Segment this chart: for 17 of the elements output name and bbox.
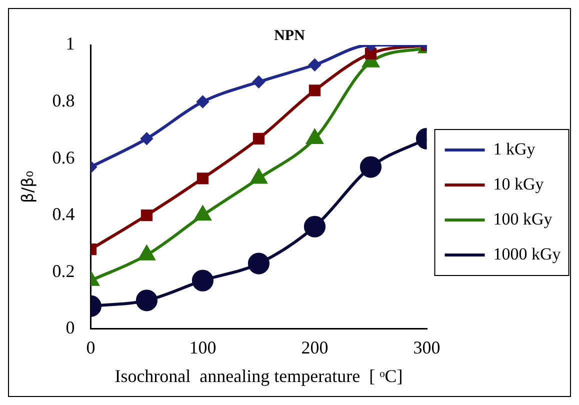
legend-label: 100 kGy [493, 209, 553, 228]
y-tick-label: 0 [66, 318, 75, 338]
legend-label: 1000 kGy [493, 244, 562, 264]
y-tick-label: 0.6 [52, 147, 75, 168]
y-tick-label: 0.4 [52, 204, 75, 224]
y-tick-label: 1 [66, 34, 75, 54]
y-tick-label: 0.8 [52, 90, 75, 110]
chart-title: NPN [274, 28, 306, 44]
legend-label: 1 kGy [493, 139, 536, 158]
y-axis-title: β/β₀ [18, 170, 37, 204]
x-tick-label: 200 [301, 337, 328, 358]
legend-label: 10 kGy [493, 174, 544, 194]
x-axis-title: Isochronal annealing temperature [ ᵒC] [114, 366, 403, 386]
y-tick-label: 0.2 [52, 260, 75, 281]
x-tick-label: 0 [86, 337, 96, 358]
x-tick-label: 100 [189, 337, 216, 358]
x-tick-label: 300 [413, 337, 440, 358]
